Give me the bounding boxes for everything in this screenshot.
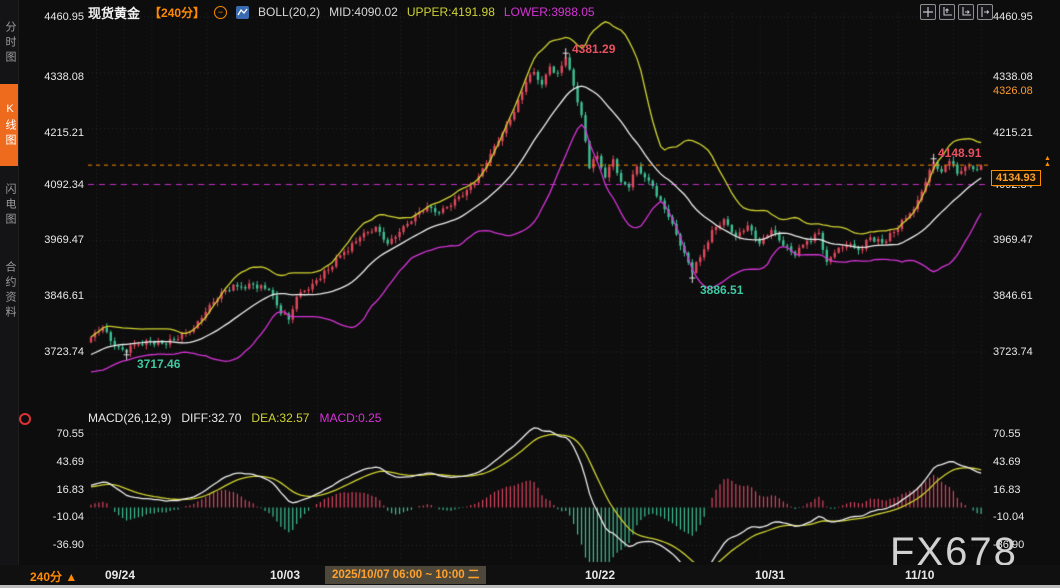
prev-close-label: 4326.08 [993, 85, 1033, 97]
panel-shift-icon[interactable] [977, 4, 993, 20]
timeframe-selector[interactable]: 240分 ▲ [30, 570, 78, 584]
price-label: 3846.61 [993, 290, 1033, 302]
macd-header: MACD(26,12,9) DIFF:32.70 DEA:32.57 MACD:… [88, 411, 381, 425]
date-tick: 10/31 [755, 568, 786, 582]
price-label: 4460.95 [44, 11, 84, 23]
macd-axis-label: 16.83 [56, 484, 84, 496]
chart-type-sidebar: 分时图 K线图 闪电图 合约资料 [0, 0, 19, 565]
low-annotation: 3886.51 [700, 283, 744, 297]
chart-header: 现货黄金 【240分】 − BOLL(20,2) MID:4090.02 UPP… [88, 4, 595, 21]
macd-axis-label: 70.55 [56, 428, 84, 440]
price-label: 4215.21 [44, 127, 84, 139]
macd-axis-label: 16.83 [993, 484, 1021, 496]
boll-lower-value: LOWER:3988.05 [503, 5, 595, 19]
macd-diff-value: DIFF:32.70 [181, 411, 242, 425]
macd-dea-value: DEA:32.57 [251, 411, 310, 425]
price-label: 3723.74 [993, 346, 1033, 358]
macd-hist-value: MACD:0.25 [319, 411, 382, 425]
macd-name: MACD(26,12,9) [88, 411, 172, 425]
macd-axis-label: -10.04 [52, 511, 84, 523]
price-label: 4460.95 [993, 11, 1033, 23]
high-annotation: 4148.91 [938, 146, 982, 160]
price-up-marker-icon: ▲ ▲ [1044, 155, 1051, 168]
price-label: 4338.08 [44, 71, 84, 83]
axis-scale-right-icon[interactable] [958, 4, 974, 20]
high-annotation: 4381.29 [572, 42, 616, 56]
date-tick: 09/24 [105, 568, 136, 582]
chart-toolbar [920, 4, 993, 20]
macd-axis-label: -36.90 [52, 539, 84, 551]
up-triangle-icon: ▲ [65, 570, 78, 584]
chart-canvas[interactable] [0, 0, 1060, 565]
price-label: 4215.21 [993, 127, 1033, 139]
tab-contract-info[interactable]: 合约资料 [4, 261, 16, 321]
date-tick: 10/22 [585, 568, 616, 582]
boll-mid-value: MID:4090.02 [329, 5, 398, 19]
macd-axis-label: 43.69 [993, 456, 1021, 468]
macd-axis-label: 70.55 [993, 428, 1021, 440]
tab-candle-chart[interactable]: K线图 [0, 84, 18, 166]
crosshair-icon[interactable] [920, 4, 936, 20]
candle-chart-badge-icon [236, 5, 250, 19]
current-price-badge: 4134.93 [991, 170, 1041, 186]
price-label: 4092.34 [44, 179, 84, 191]
time-axis-bar: 240分 ▲ 09/24 10/03 2025/10/07 06:00 ~ 10… [0, 565, 1060, 585]
price-label: 4338.08 [993, 71, 1033, 83]
date-tick: 10/03 [270, 568, 301, 582]
macd-axis-label: -36.90 [993, 539, 1025, 551]
indicator-dot-icon[interactable] [19, 413, 31, 425]
symbol-title: 现货黄金 [88, 5, 141, 21]
date-tick: 11/10 [905, 568, 935, 582]
boll-upper-value: UPPER:4191.98 [406, 5, 495, 19]
hovered-candle-time: 2025/10/07 06:00 ~ 10:00 二 [325, 566, 487, 584]
tab-time-chart[interactable]: 分时图 [4, 20, 16, 66]
bottom-scroll-strip[interactable] [0, 585, 1060, 588]
tab-lightning-chart[interactable]: 闪电图 [4, 182, 16, 228]
minus-circle-icon[interactable]: − [214, 5, 228, 19]
period-label: 【240分】 [149, 5, 206, 20]
price-label: 3969.47 [993, 234, 1033, 246]
price-label: 3969.47 [44, 234, 84, 246]
macd-axis-label: -10.04 [993, 511, 1025, 523]
low-annotation: 3717.46 [137, 357, 181, 371]
macd-axis-label: 43.69 [56, 456, 84, 468]
price-label: 3723.74 [44, 346, 84, 358]
indicator-name: BOLL(20,2) [258, 5, 321, 19]
price-label: 3846.61 [44, 290, 84, 302]
axis-scale-up-icon[interactable] [939, 4, 955, 20]
